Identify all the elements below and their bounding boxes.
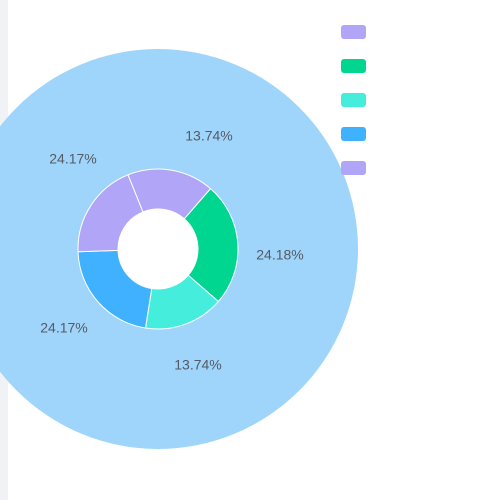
donut-hole [118,209,198,289]
slice-percentage-label: 24.17% [49,151,96,167]
slice-labels: 24.18% 13.74% 24.17% 24.17% 13.74% [40,128,303,373]
slice-percentage-label: 24.18% [256,247,303,263]
slice-percentage-label: 13.74% [185,128,232,144]
legend-swatch[interactable] [341,25,366,39]
inner-ring [77,168,239,330]
slice-percentage-label: 24.17% [40,320,87,336]
slice-percentage-label: 13.74% [174,357,221,373]
legend-swatch[interactable] [341,127,366,141]
legend-swatch[interactable] [341,161,366,175]
legend-swatch[interactable] [341,59,366,73]
legend-swatch[interactable] [341,93,366,107]
chart-legend [341,25,366,195]
